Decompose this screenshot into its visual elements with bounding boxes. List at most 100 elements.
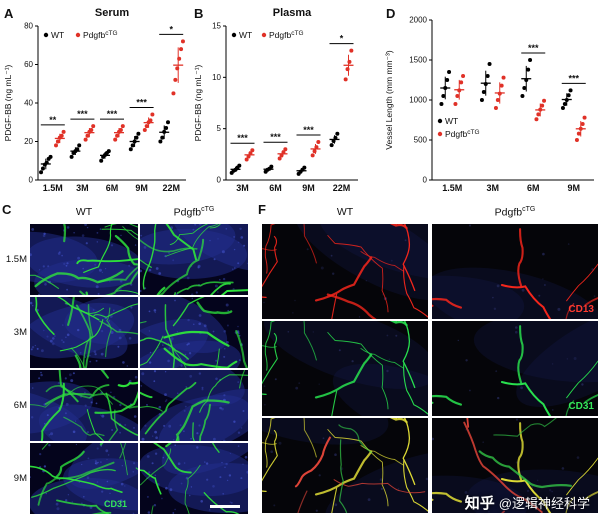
row-label-9m: 9M	[13, 473, 27, 484]
micrograph-canvas	[140, 224, 248, 295]
svg-text:*: *	[340, 34, 344, 44]
svg-text:***: ***	[528, 43, 539, 53]
watermark: 知乎 @逻辑神经科学	[465, 492, 590, 513]
panel-f-col-header-wt: WT	[337, 206, 353, 218]
chart-canvas-vessel: 0 500 1000 1500 2000 1.5M 3M 6M 9M Vessel Length …	[384, 16, 594, 193]
svg-text:3M: 3M	[486, 183, 499, 193]
svg-text:**: **	[49, 115, 57, 125]
micrograph-f-wt-merge	[262, 418, 428, 513]
micrograph-canvas	[432, 224, 598, 319]
svg-text:*: *	[169, 24, 173, 34]
panel-f: F WT PdgfbcTG CD13 CD31	[254, 200, 600, 521]
data-points	[39, 39, 185, 175]
row-label-3m: 3M	[13, 327, 27, 338]
svg-text:1.5M: 1.5M	[442, 183, 462, 193]
svg-text:60: 60	[24, 60, 33, 69]
svg-text:PdgfbcTG: PdgfbcTG	[269, 30, 304, 40]
y-axis-label: PDGF-BB (ng mL⁻¹)	[3, 64, 13, 141]
panel-c-col-header-tg: PdgfbcTG	[174, 206, 215, 219]
chart-title: Serum	[95, 7, 129, 19]
micrograph-canvas	[140, 297, 248, 368]
cd31-marker-label: CD31	[104, 499, 128, 509]
svg-text:6M: 6M	[269, 183, 282, 193]
wt-label: WT	[336, 206, 354, 218]
svg-text:***: ***	[568, 73, 579, 83]
svg-text:2000: 2000	[409, 16, 427, 25]
panel-b-letter: B	[194, 6, 204, 21]
scale-bar	[210, 505, 240, 508]
chart-vessel-length: D 0 500 1000 1500 2000 1.5M 3M 6M 9M Vessel Lengt…	[384, 4, 598, 200]
significance-markers: *** ***	[521, 43, 586, 84]
micrograph-c-tg-3m	[140, 297, 248, 368]
chart-title: Plasma	[273, 7, 312, 19]
micrograph-c-tg-9m	[140, 443, 248, 514]
cd31-marker-label: CD31	[568, 401, 594, 412]
svg-text:5: 5	[217, 124, 222, 133]
micrograph-f-tg-cd31	[432, 321, 598, 416]
svg-text:9M: 9M	[302, 183, 315, 193]
svg-text:WT: WT	[239, 30, 252, 40]
micrograph-f-tg-cd13	[432, 224, 598, 319]
watermark-brand: 知乎	[464, 495, 495, 512]
row-label-6m: 6M	[13, 400, 27, 411]
svg-text:9M: 9M	[135, 183, 148, 193]
chart-canvas-serum: 0 20 40 60 80 1.5M 3M 6M 9M 22M PDGF-BB (ng mL⁻¹) S…	[3, 7, 186, 193]
svg-text:1.5M: 1.5M	[43, 183, 63, 193]
tg-label-sup: cTG	[201, 206, 215, 213]
svg-text:0: 0	[29, 176, 34, 185]
panel-a-letter: A	[4, 6, 14, 21]
micrograph-canvas	[432, 418, 598, 513]
svg-text:3M: 3M	[76, 183, 89, 193]
panel-c: C WT PdgfbcTG 1.5M 3M 6M 9M CD31	[0, 200, 252, 521]
panel-f-col-header-tg: PdgfbcTG	[495, 206, 536, 219]
svg-text:9M: 9M	[567, 183, 580, 193]
svg-text:***: ***	[303, 125, 314, 135]
micrograph-f-wt-cd31	[262, 321, 428, 416]
y-axis-label: PDGF-BB (ng mL⁻¹)	[193, 64, 203, 141]
svg-text:0: 0	[423, 176, 428, 185]
svg-text:6M: 6M	[106, 183, 119, 193]
svg-text:***: ***	[107, 109, 118, 119]
micrograph-f-wt-cd13	[262, 224, 428, 319]
svg-text:6M: 6M	[527, 183, 540, 193]
svg-text:0: 0	[217, 176, 222, 185]
tg-label-sup: cTG	[522, 206, 536, 213]
chart-serum: A 0 20 40 60 80 1.5M 3M 6M 9M 22M PDGF-BB (ng mL⁻¹…	[2, 4, 190, 200]
svg-text:***: ***	[136, 98, 147, 108]
chart-plasma: B 0 5 10 15 3M 6M 9M 22M PDGF-BB (ng mL⁻¹) Plasma…	[192, 4, 364, 200]
svg-text:22M: 22M	[333, 183, 351, 193]
panel-c-col-header-wt: WT	[76, 206, 92, 218]
significance-markers: *** *******	[230, 34, 354, 144]
tg-label-base: Pdgfb	[494, 206, 523, 219]
svg-text:PdgfbcTG: PdgfbcTG	[83, 30, 118, 40]
svg-text:80: 80	[24, 22, 33, 31]
panel-c-letter: C	[2, 202, 12, 217]
svg-text:22M: 22M	[162, 183, 180, 193]
svg-text:10: 10	[212, 73, 221, 82]
watermark-handle: @逻辑神经科学	[498, 496, 590, 511]
micrograph-canvas	[30, 443, 138, 514]
legend: WT PdgfbcTG	[437, 116, 480, 139]
svg-text:***: ***	[237, 133, 248, 143]
svg-text:WT: WT	[445, 116, 458, 126]
svg-text:1500: 1500	[409, 56, 427, 65]
svg-text:PdgfbcTG: PdgfbcTG	[445, 129, 480, 139]
svg-text:***: ***	[77, 109, 88, 119]
svg-text:20: 20	[24, 137, 33, 146]
micrograph-canvas	[140, 443, 248, 514]
micrograph-canvas	[140, 370, 248, 441]
micrograph-canvas	[30, 297, 138, 368]
micrograph-c-wt-6m	[30, 370, 138, 441]
data-points	[439, 58, 587, 142]
legend: WT PdgfbcTG	[231, 30, 304, 40]
micrograph-c-tg-1-5m	[140, 224, 248, 295]
micrograph-canvas	[262, 321, 428, 416]
micrograph-canvas	[262, 224, 428, 319]
micrograph-canvas	[432, 321, 598, 416]
svg-text:WT: WT	[51, 30, 64, 40]
micrograph-canvas	[30, 224, 138, 295]
cd13-marker-label: CD13	[568, 304, 594, 315]
axes: 0 500 1000 1500 2000 1.5M 3M 6M 9M	[409, 16, 594, 193]
